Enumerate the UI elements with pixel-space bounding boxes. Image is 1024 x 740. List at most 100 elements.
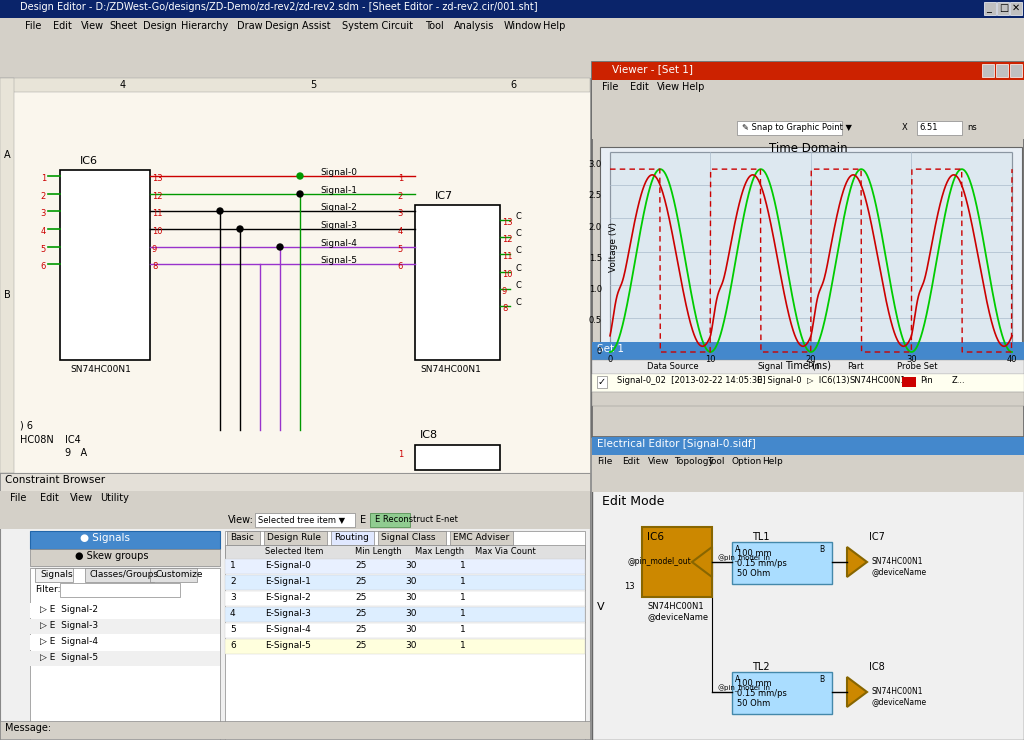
Text: Signals: Signals [40, 570, 73, 579]
Bar [592, 117, 1024, 139]
Text: File: File [25, 21, 41, 31]
Text: Selected Item: Selected Item [265, 547, 324, 556]
Bar [0, 473, 590, 740]
Text: 0.15 mm/ps: 0.15 mm/ps [737, 559, 786, 568]
Text: 1.0: 1.0 [589, 285, 602, 294]
Text: 1: 1 [397, 174, 403, 183]
Bar [225, 531, 585, 740]
Text: E  Signal-0: E Signal-0 [757, 376, 802, 385]
Bar [0, 491, 590, 507]
Text: Tool: Tool [426, 21, 444, 31]
Text: A: A [735, 675, 740, 684]
Text: Set 1: Set 1 [597, 344, 624, 354]
Text: IC8: IC8 [420, 430, 438, 440]
Text: 25: 25 [355, 609, 367, 618]
Text: 1: 1 [460, 641, 466, 650]
Bar [997, 2, 1009, 15]
Bar [996, 64, 1008, 77]
Text: IC8: IC8 [869, 662, 885, 672]
Text: 12: 12 [502, 235, 512, 244]
Bar [30, 531, 220, 549]
Text: 30: 30 [406, 577, 417, 586]
Bar [1010, 64, 1022, 77]
Bar [450, 531, 513, 545]
Text: IC6: IC6 [647, 532, 664, 542]
Text: 4: 4 [120, 80, 126, 90]
Text: View: View [657, 82, 680, 92]
Text: View: View [81, 21, 104, 31]
Text: C: C [515, 229, 521, 238]
Text: ns: ns [967, 123, 977, 132]
Bar [331, 531, 374, 545]
Text: 3: 3 [230, 593, 236, 602]
Text: Max Via Count: Max Via Count [475, 547, 536, 556]
Bar [30, 651, 220, 666]
Text: E-Signal-2: E-Signal-2 [265, 593, 310, 602]
Text: Pin: Pin [807, 362, 820, 371]
Text: @pin_model_out: @pin_model_out [627, 557, 691, 566]
Bar [85, 568, 154, 582]
Bar [225, 639, 585, 654]
Bar [30, 603, 220, 618]
Text: V: V [597, 602, 604, 612]
Text: IC4: IC4 [65, 435, 81, 445]
Text: Window: Window [504, 21, 542, 31]
Text: SN74HC00N1: SN74HC00N1 [647, 602, 703, 611]
Bar [264, 531, 327, 545]
Text: C: C [515, 212, 521, 221]
Text: E-Signal-5: E-Signal-5 [265, 641, 311, 650]
Bar [0, 78, 590, 92]
Text: 1: 1 [460, 577, 466, 586]
Text: Pin: Pin [920, 376, 933, 385]
Text: Max Length: Max Length [415, 547, 464, 556]
Text: A: A [4, 150, 10, 160]
Text: 30: 30 [406, 641, 417, 650]
Text: IC7: IC7 [869, 532, 885, 542]
Text: Min Length: Min Length [355, 547, 401, 556]
Text: 5: 5 [230, 625, 236, 634]
Text: □: □ [999, 3, 1009, 13]
Text: 10: 10 [706, 355, 716, 364]
Text: @deviceName: @deviceName [647, 612, 709, 621]
Text: Edit: Edit [622, 457, 640, 466]
Bar [610, 152, 1012, 352]
Text: Edit Mode: Edit Mode [602, 495, 665, 508]
Text: 1: 1 [397, 450, 403, 459]
Text: ● Signals: ● Signals [80, 533, 130, 543]
Text: ✓: ✓ [598, 377, 606, 387]
Bar [150, 568, 197, 582]
Text: Z...: Z... [952, 376, 966, 385]
Text: ▷ E  Signal-2: ▷ E Signal-2 [40, 605, 98, 614]
Circle shape [297, 191, 303, 197]
Text: 6: 6 [230, 641, 236, 650]
Text: 5: 5 [397, 245, 403, 254]
Bar [0, 18, 1024, 34]
Bar [0, 78, 14, 473]
Text: Signal-1: Signal-1 [319, 186, 357, 195]
Bar [30, 568, 220, 740]
Text: @deviceName: @deviceName [872, 567, 927, 576]
Text: 25: 25 [355, 641, 367, 650]
Text: 0.5: 0.5 [589, 316, 602, 326]
Bar [0, 78, 590, 473]
Bar [415, 205, 500, 360]
Bar [0, 56, 1024, 78]
Text: C: C [515, 264, 521, 273]
Text: 2.5: 2.5 [589, 191, 602, 201]
Text: 3: 3 [41, 209, 46, 218]
Text: Design Editor - D:/ZDWest-Go/designs/ZD-Demo/zd-rev2/zd-rev2.sdm - [Sheet Editor: Design Editor - D:/ZDWest-Go/designs/ZD-… [20, 2, 538, 12]
Text: C: C [515, 246, 521, 255]
Bar [255, 513, 355, 527]
Text: 3: 3 [397, 209, 403, 218]
Bar [592, 470, 1024, 492]
Text: X: X [902, 123, 907, 132]
Bar [597, 376, 607, 388]
Text: 9: 9 [502, 287, 507, 296]
Text: 25: 25 [355, 577, 367, 586]
Text: SN74HC00N1: SN74HC00N1 [70, 365, 131, 374]
Text: File: File [10, 493, 27, 503]
Text: E-Signal-3: E-Signal-3 [265, 609, 311, 618]
Text: C: C [515, 298, 521, 307]
Text: @pin_model_in: @pin_model_in [717, 555, 770, 562]
Text: 11: 11 [502, 252, 512, 261]
